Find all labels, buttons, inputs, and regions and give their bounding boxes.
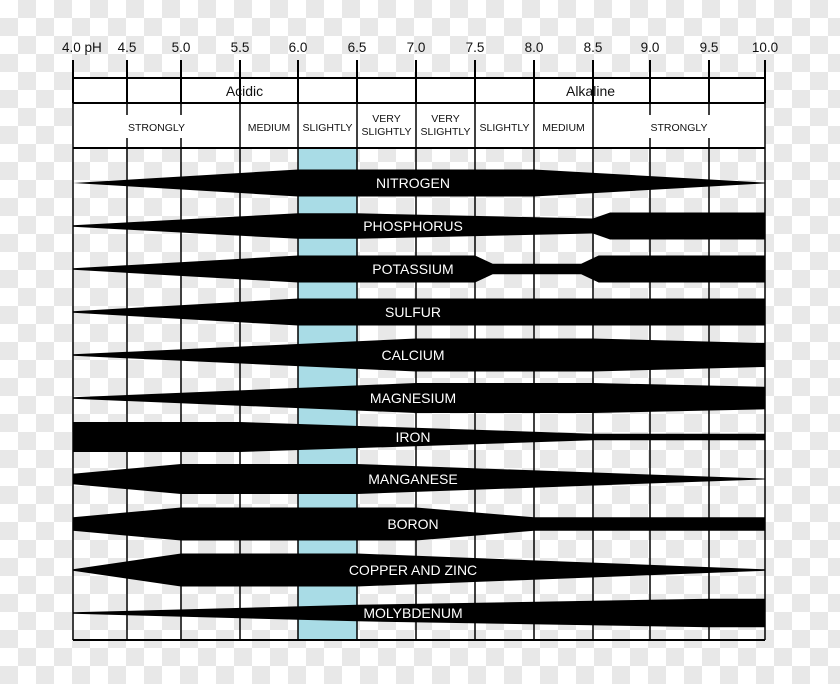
nutrient-label: MAGNESIUM: [370, 390, 456, 406]
group-label-alkaline: Alkaline: [566, 83, 615, 99]
group-label-acidic: Acidic: [226, 83, 263, 99]
tick-label: 9.0: [641, 40, 660, 55]
nutrient-band-potassium: [73, 255, 765, 283]
nutrient-label: PHOSPHORUS: [363, 218, 463, 234]
tick-label: 8.5: [584, 40, 603, 55]
nutrient-label: NITROGEN: [376, 175, 450, 191]
nutrient-label: BORON: [387, 516, 438, 532]
nutrient-band-copper-and-zinc: [73, 553, 765, 587]
tick-label: 10.0: [752, 40, 778, 55]
nutrient-label: CALCIUM: [381, 347, 444, 363]
tick-label: 5.0: [172, 40, 191, 55]
nutrient-band-molybdenum: [73, 598, 765, 628]
nutrient-label: COPPER AND ZINC: [349, 562, 477, 578]
degree-label: MEDIUM: [248, 122, 291, 134]
tick-label: 4.0 pH: [62, 40, 102, 55]
nutrient-band-magnesium: [73, 383, 765, 413]
tick-label: 8.0: [525, 40, 544, 55]
tick-label: 6.0: [289, 40, 308, 55]
tick-label: 7.0: [407, 40, 426, 55]
degree-label: SLIGHTLY: [303, 122, 353, 134]
nutrient-band-manganese: [73, 464, 765, 494]
nutrient-label: MANGANESE: [368, 471, 457, 487]
nutrient-label: MOLYBDENUM: [363, 605, 462, 621]
tick-label: 4.5: [118, 40, 137, 55]
degree-label: SLIGHTLY: [421, 126, 471, 138]
nutrient-band-sulfur: [73, 298, 765, 326]
degree-label: MEDIUM: [542, 122, 585, 134]
tick-label: 5.5: [231, 40, 250, 55]
nutrient-band-nitrogen: [73, 169, 765, 197]
degree-label: SLIGHTLY: [480, 122, 530, 134]
header-background: [73, 78, 765, 148]
nutrient-label: SULFUR: [385, 304, 441, 320]
degree-label: VERY: [372, 113, 400, 125]
tick-label: 7.5: [466, 40, 485, 55]
nutrient-label: POTASSIUM: [372, 261, 453, 277]
tick-label: 9.5: [700, 40, 719, 55]
degree-label: VERY: [431, 113, 459, 125]
nutrient-band-calcium: [73, 338, 765, 372]
nutrient-band-iron: [73, 422, 765, 452]
nutrient-band-boron: [73, 507, 765, 541]
nutrient-label: IRON: [396, 429, 431, 445]
degree-label: SLIGHTLY: [362, 126, 412, 138]
degree-label: STRONGLY: [128, 122, 185, 134]
nutrient-band-phosphorus: [73, 212, 765, 240]
degree-label: STRONGLY: [651, 122, 708, 134]
tick-label: 6.5: [348, 40, 367, 55]
